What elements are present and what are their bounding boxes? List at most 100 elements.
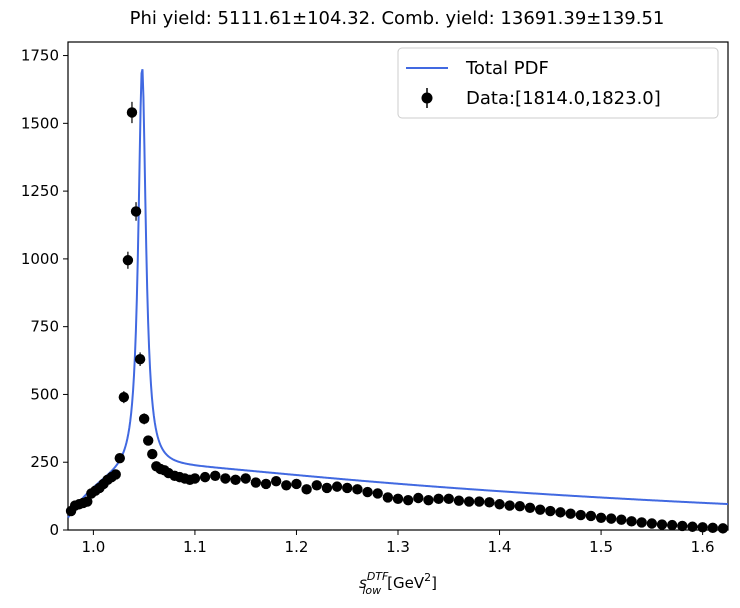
total-pdf-curve-group bbox=[67, 69, 729, 519]
legend-box bbox=[397, 47, 719, 119]
y-tick-label: 1250 bbox=[21, 182, 59, 200]
data-point-marker bbox=[585, 510, 597, 522]
data-point bbox=[677, 520, 688, 532]
y-axis-ticks: 0 250 500 750 1000 1250 1500 1750 bbox=[21, 47, 68, 539]
data-point bbox=[143, 435, 154, 446]
data-point-marker bbox=[372, 488, 383, 499]
data-point bbox=[666, 519, 678, 531]
data-point bbox=[126, 101, 138, 124]
x-tick-label: 1.5 bbox=[589, 538, 613, 556]
data-point bbox=[210, 470, 221, 481]
data-point bbox=[382, 492, 394, 503]
data-point bbox=[82, 496, 93, 507]
x-axis-label-unit: [GeV bbox=[387, 574, 425, 592]
data-point bbox=[433, 493, 444, 505]
data-point-marker bbox=[342, 482, 353, 494]
x-tick-label: 1.4 bbox=[488, 538, 512, 556]
data-point-marker bbox=[331, 481, 343, 492]
data-point bbox=[270, 476, 282, 487]
data-point-marker bbox=[687, 521, 698, 532]
data-point bbox=[534, 504, 546, 515]
chart-title: Phi yield: 5111.61±104.32. Comb. yield: … bbox=[130, 8, 665, 29]
data-point bbox=[463, 496, 475, 507]
data-point bbox=[474, 496, 485, 507]
legend-data-marker bbox=[421, 92, 433, 104]
data-point bbox=[626, 516, 637, 527]
data-point bbox=[250, 477, 262, 488]
data-point-marker bbox=[606, 513, 617, 524]
data-point-marker bbox=[130, 206, 142, 217]
data-point bbox=[524, 502, 536, 513]
y-tick-label: 0 bbox=[49, 521, 59, 539]
data-point bbox=[147, 448, 158, 460]
data-point bbox=[342, 482, 353, 494]
data-point bbox=[555, 507, 566, 518]
data-point bbox=[134, 352, 146, 367]
legend-data-label: Data:[1814.0,1823.0] bbox=[466, 88, 661, 109]
data-point-marker bbox=[82, 496, 93, 507]
data-point bbox=[595, 512, 607, 523]
y-tick-label: 500 bbox=[30, 385, 59, 403]
data-point bbox=[514, 500, 526, 512]
data-point bbox=[114, 452, 125, 464]
data-point-marker bbox=[260, 478, 272, 490]
data-point-marker bbox=[240, 473, 251, 484]
data-point bbox=[240, 473, 251, 484]
x-tick-label: 1.1 bbox=[183, 538, 207, 556]
data-point bbox=[402, 494, 414, 506]
data-point-marker bbox=[189, 473, 201, 484]
x-axis-label-unit-close: ] bbox=[431, 574, 437, 592]
data-point bbox=[423, 494, 434, 506]
data-point-marker bbox=[311, 480, 322, 491]
data-point-marker bbox=[707, 522, 718, 534]
data-point-marker bbox=[301, 484, 312, 495]
data-point bbox=[494, 499, 505, 510]
data-point-marker bbox=[565, 508, 576, 519]
legend-total-pdf-label: Total PDF bbox=[465, 58, 549, 79]
data-point-marker bbox=[575, 509, 586, 521]
data-point-marker bbox=[402, 494, 414, 506]
data-point bbox=[138, 413, 150, 425]
x-axis-label: sDTF low [GeV2] bbox=[359, 570, 437, 597]
data-point-marker bbox=[453, 495, 465, 506]
data-point bbox=[301, 484, 312, 495]
data-point bbox=[717, 523, 729, 534]
data-point-marker bbox=[134, 354, 146, 365]
data-point-marker bbox=[484, 497, 495, 508]
data-point-marker bbox=[656, 519, 668, 530]
data-point-marker bbox=[677, 520, 688, 532]
data-point bbox=[230, 474, 241, 486]
data-point-marker bbox=[122, 255, 134, 266]
x-axis-label-superscript: DTF bbox=[367, 570, 389, 583]
data-point bbox=[656, 519, 668, 530]
data-point-marker bbox=[616, 514, 627, 525]
x-tick-label: 1.2 bbox=[285, 538, 309, 556]
data-point bbox=[545, 505, 556, 517]
y-tick-label: 250 bbox=[30, 453, 59, 471]
data-point-marker bbox=[494, 499, 505, 510]
data-point bbox=[687, 521, 698, 532]
data-point bbox=[321, 482, 333, 494]
data-point bbox=[413, 492, 424, 504]
data-point-marker bbox=[555, 507, 566, 518]
y-tick-label: 1000 bbox=[21, 250, 59, 268]
data-point-marker bbox=[147, 448, 158, 460]
data-point bbox=[372, 488, 383, 499]
data-point bbox=[707, 522, 718, 534]
data-point bbox=[585, 510, 597, 522]
x-axis-label-base: s bbox=[359, 574, 367, 592]
data-point-marker bbox=[514, 500, 526, 512]
data-point bbox=[189, 473, 201, 484]
data-point-marker bbox=[666, 519, 678, 531]
data-point-marker bbox=[270, 476, 282, 487]
x-axis-label-subscript: low bbox=[362, 584, 381, 597]
data-point bbox=[220, 473, 231, 484]
data-point-marker bbox=[595, 512, 607, 523]
data-point bbox=[362, 486, 373, 498]
data-point-marker bbox=[110, 469, 121, 480]
data-point bbox=[110, 469, 121, 480]
data-point-marker bbox=[646, 518, 658, 529]
data-point bbox=[118, 391, 130, 404]
data-point-marker bbox=[114, 452, 125, 464]
x-axis-ticks: 1.0 1.1 1.2 1.3 1.4 1.5 1.6 bbox=[81, 530, 715, 556]
